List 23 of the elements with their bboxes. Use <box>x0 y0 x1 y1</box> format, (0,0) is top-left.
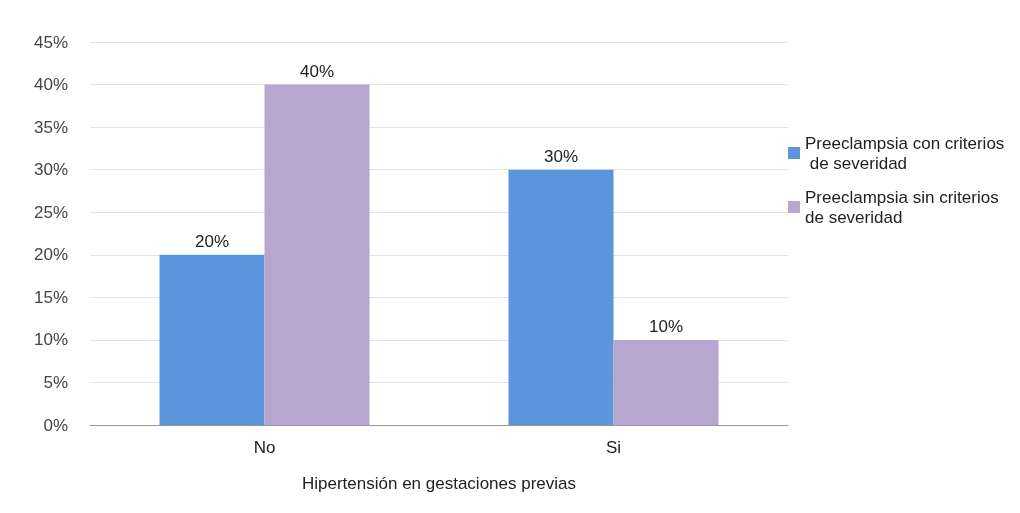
y-tick-label: 40% <box>33 75 68 95</box>
y-tick-label: 15% <box>33 287 68 307</box>
data-label: 10% <box>648 316 684 336</box>
bar <box>613 339 719 425</box>
y-tick-label: 20% <box>33 245 68 265</box>
y-tick-label: 45% <box>33 32 68 52</box>
y-tick-label: 35% <box>33 117 68 137</box>
x-axis-title: Hipertensión en gestaciones previas <box>301 474 577 493</box>
legend-label: Preeclampsia con criterios de severidad <box>805 133 1005 173</box>
y-tick-label: 30% <box>33 160 68 180</box>
y-tick-label: 10% <box>33 330 68 350</box>
bar <box>159 254 265 425</box>
bar <box>508 169 614 425</box>
x-tick-label: Si <box>605 438 622 457</box>
y-tick-label: 25% <box>33 202 68 222</box>
legend-label: Preeclampsia sin criterios de severidad <box>805 187 1004 227</box>
y-tick-label: 5% <box>43 372 68 392</box>
data-label: 20% <box>194 231 230 251</box>
data-label: 40% <box>299 61 335 81</box>
data-label: 30% <box>543 146 579 166</box>
bar <box>264 84 370 425</box>
y-tick-label: 0% <box>43 415 68 435</box>
x-tick-label: No <box>253 438 276 457</box>
